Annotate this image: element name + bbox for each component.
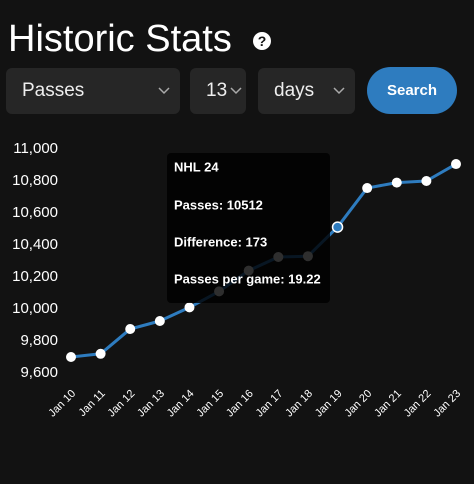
chevron [230, 87, 242, 95]
page-title: Historic Stats [8, 18, 232, 60]
point [391, 177, 402, 188]
point [154, 316, 165, 326]
point [331, 221, 344, 233]
point [95, 348, 106, 359]
x-tick-label: Jan 21 [372, 388, 404, 420]
unit-value: days [274, 80, 315, 101]
tooltip-line: Difference: 173 [174, 234, 267, 249]
tooltip-line: Passes: 10512 [174, 197, 263, 212]
x-tick-label: Jan 20 [342, 388, 374, 420]
y-tick-label: 10,800 [12, 172, 58, 189]
y-tick-label: 9,600 [20, 364, 58, 381]
y-tick-label: 9,800 [20, 332, 58, 349]
y-tick-label: 10,600 [12, 204, 58, 221]
x-tick-label: Jan 14 [165, 388, 197, 420]
point [184, 302, 195, 313]
point [66, 352, 76, 362]
y-tick-label: 10,200 [12, 268, 58, 285]
x-tick-label: Jan 11 [77, 388, 108, 419]
x-tick-label: Jan 18 [283, 388, 315, 420]
point [451, 159, 461, 170]
point [421, 176, 432, 186]
y-tick-label: 10,000 [12, 300, 58, 317]
x-tick-label: Jan 19 [313, 388, 345, 420]
x-tick-label: Jan 17 [254, 388, 286, 420]
point [125, 324, 136, 334]
x-tick-label: Jan 23 [431, 388, 463, 420]
chevron [158, 87, 170, 95]
point [362, 183, 373, 194]
stat-select[interactable]: Passes [6, 68, 180, 114]
x-tick-label: Jan 13 [135, 388, 167, 420]
y-tick-label: 10,400 [12, 236, 58, 253]
search-button[interactable]: Search [367, 67, 457, 114]
tooltip-title: NHL 24 [174, 159, 219, 174]
chevron [333, 87, 345, 95]
x-tick-label: Jan 15 [194, 388, 226, 420]
count-value: 13 [206, 80, 228, 101]
count-select[interactable]: 13 [190, 68, 246, 114]
x-tick-label: Jan 16 [224, 388, 256, 420]
unit-select[interactable]: days [258, 68, 355, 114]
x-tick-label: Jan 12 [106, 388, 138, 420]
tooltip: NHL 24 Passes: 10512 Difference: 173 Passes… [167, 153, 330, 303]
help-icon[interactable]: ? [253, 32, 271, 50]
y-tick-label: 11,000 [13, 140, 58, 157]
tooltip-line: Passes per game: 19.22 [174, 271, 321, 286]
x-tick-label: Jan 10 [46, 388, 78, 420]
stat-value: Passes [22, 80, 85, 101]
tooltip-box [167, 153, 330, 303]
x-tick-label: Jan 22 [402, 388, 434, 420]
